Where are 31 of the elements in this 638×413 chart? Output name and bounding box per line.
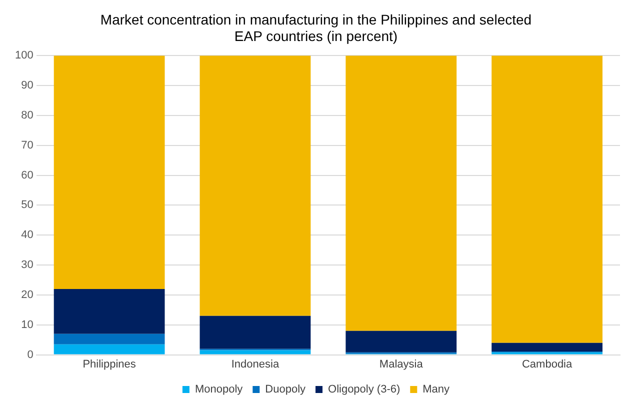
y-tick-label: 90 — [21, 80, 34, 92]
y-tick-label: 60 — [21, 169, 34, 182]
bar — [54, 288, 165, 334]
y-tick-label: 70 — [21, 139, 34, 152]
bar — [200, 350, 311, 354]
bar — [200, 56, 311, 316]
bar — [346, 330, 457, 352]
x-tick-label: Cambodia — [522, 358, 573, 370]
bar — [492, 342, 602, 352]
x-tick-label: Malaysia — [379, 358, 424, 370]
y-tick-label: 10 — [21, 318, 34, 331]
y-tick-label: 20 — [21, 288, 34, 301]
legend-label: Monopoly — [194, 384, 244, 396]
y-tick-label: 80 — [21, 109, 34, 122]
x-tick-label: Indonesia — [231, 358, 280, 370]
bar — [54, 344, 165, 354]
x-tick-label: Philippines — [82, 358, 136, 370]
y-tick-label: 40 — [21, 229, 34, 242]
legend-label: Duopoly — [265, 384, 306, 396]
chart-title: Market concentration in manufacturing in the Philippines and selected EAP countries (in percent) — [100, 11, 532, 44]
legend-label: Many — [422, 384, 450, 396]
legend-label: Oligopoly (3-6) — [328, 384, 400, 396]
y-tick-label: 30 — [21, 259, 34, 272]
bar — [54, 334, 165, 344]
bar — [492, 56, 602, 343]
bar — [54, 56, 165, 289]
y-tick-label: 100 — [14, 50, 34, 62]
y-tick-label: 0 — [27, 348, 34, 361]
bar — [200, 316, 311, 349]
y-tick-label: 50 — [21, 199, 34, 212]
bar — [346, 56, 457, 331]
